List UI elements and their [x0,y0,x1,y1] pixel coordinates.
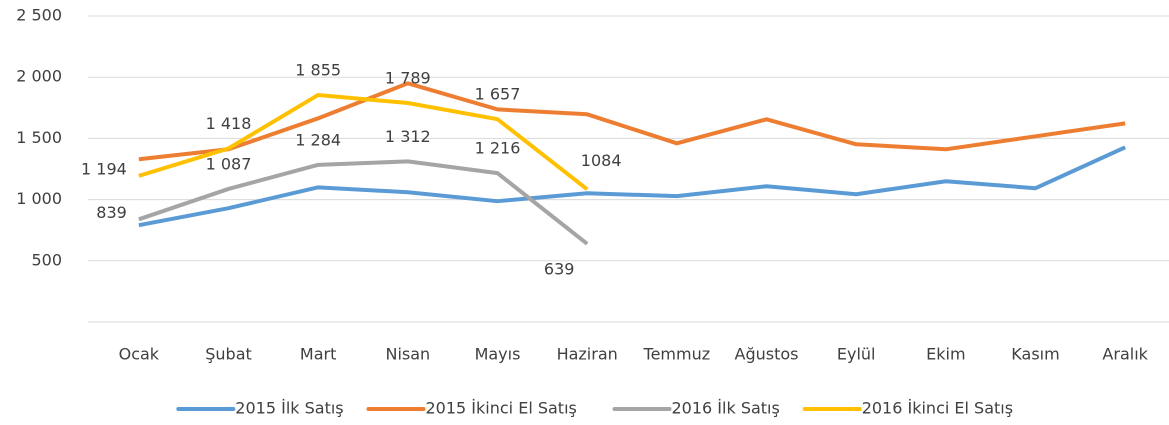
legend-label: 2016 İkinci El Satış [862,399,1013,418]
y-tick-label: 1 000 [16,189,62,208]
data-label: 1 418 [206,114,252,133]
data-label: 1 087 [206,154,252,173]
data-label: 839 [96,203,127,222]
legend-label: 2015 İkinci El Satış [426,399,577,418]
data-label: 1 789 [385,69,431,88]
x-tick-label: Şubat [205,345,252,364]
x-tick-label: Ağustos [735,345,799,364]
y-tick-label: 500 [31,250,62,269]
data-label: 639 [544,259,575,278]
data-label: 1 194 [81,159,127,178]
x-tick-label: Eylül [837,345,876,364]
data-label: 1 855 [295,60,341,79]
legend-label: 2015 İlk Satış [235,399,343,418]
y-tick-label: 1 500 [16,128,62,147]
line-series [138,81,1126,162]
x-tick-label: Aralık [1102,345,1148,364]
legend-label: 2016 İlk Satış [672,399,780,418]
y-tick-label: 2 000 [16,67,62,86]
line-series [138,92,589,191]
data-label: 1 284 [295,130,341,149]
x-tick-label: Mayıs [475,345,521,364]
data-label: 1 312 [385,127,431,146]
data-label: 1 657 [475,85,521,104]
data-label: 1084 [581,151,622,170]
x-tick-label: Nisan [385,345,430,364]
x-tick-label: Haziran [557,345,618,364]
x-tick-label: Temmuz [643,345,711,364]
x-tick-label: Ocak [119,345,160,364]
x-tick-label: Ekim [926,345,965,364]
data-label: 1 216 [475,139,521,158]
x-tick-label: Mart [300,345,336,364]
x-tick-label: Kasım [1011,345,1059,364]
line-series [138,145,1126,228]
y-tick-label: 2 500 [16,6,62,25]
line-series [138,159,589,246]
